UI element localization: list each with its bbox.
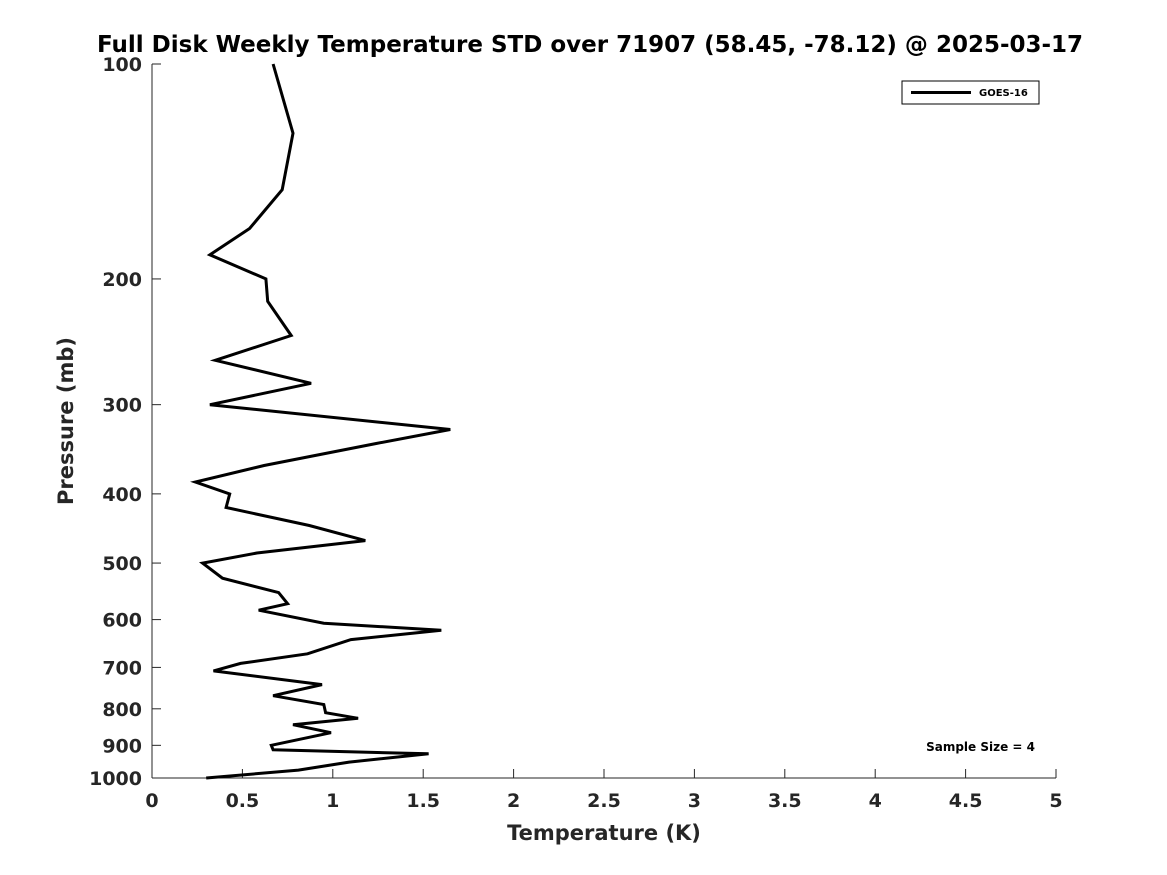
chart-title: Full Disk Weekly Temperature STD over 71… bbox=[97, 32, 1083, 58]
x-tick-label: 0 bbox=[145, 790, 158, 812]
legend: GOES-16 bbox=[901, 80, 1040, 105]
y-axis-ticks: 100 200 300 400 500 600 700 800 900 1000 bbox=[89, 54, 161, 790]
x-tick-label: 3.5 bbox=[768, 790, 802, 812]
y-tick-label: 400 bbox=[102, 484, 142, 506]
x-tick-label: 4 bbox=[869, 790, 882, 812]
series-line-goes-16 bbox=[190, 63, 451, 780]
series-layer bbox=[190, 63, 451, 780]
y-axis-label: Pressure (mb) bbox=[54, 337, 78, 505]
x-axis-ticks: 0 0.5 1 1.5 2 2.5 3 3.5 4 4.5 5 bbox=[145, 769, 1063, 812]
sample-size-annotation: Sample Size = 4 bbox=[926, 740, 1035, 754]
y-tick-label: 500 bbox=[102, 553, 142, 575]
y-tick-label: 1000 bbox=[89, 768, 142, 790]
y-tick-label: 900 bbox=[102, 735, 142, 757]
x-tick-label: 4.5 bbox=[949, 790, 983, 812]
x-tick-label: 5 bbox=[1049, 790, 1062, 812]
x-tick-label: 3 bbox=[688, 790, 701, 812]
y-tick-label: 100 bbox=[102, 54, 142, 76]
y-tick-label: 200 bbox=[102, 269, 142, 291]
x-tick-label: 1 bbox=[326, 790, 339, 812]
x-tick-label: 1.5 bbox=[406, 790, 440, 812]
plot-area bbox=[151, 64, 1056, 779]
x-tick-label: 2 bbox=[507, 790, 520, 812]
y-tick-label: 600 bbox=[102, 610, 142, 632]
y-tick-label: 800 bbox=[102, 699, 142, 721]
y-tick-label: 700 bbox=[102, 657, 142, 679]
x-tick-label: 2.5 bbox=[587, 790, 621, 812]
y-tick-label: 300 bbox=[102, 395, 142, 417]
x-tick-label: 0.5 bbox=[226, 790, 260, 812]
x-axis-label: Temperature (K) bbox=[507, 821, 701, 845]
legend-entry-goes-16: GOES-16 bbox=[979, 88, 1028, 99]
